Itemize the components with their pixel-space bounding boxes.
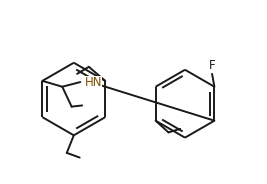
Text: HN: HN: [85, 76, 102, 89]
Text: F: F: [209, 59, 215, 72]
